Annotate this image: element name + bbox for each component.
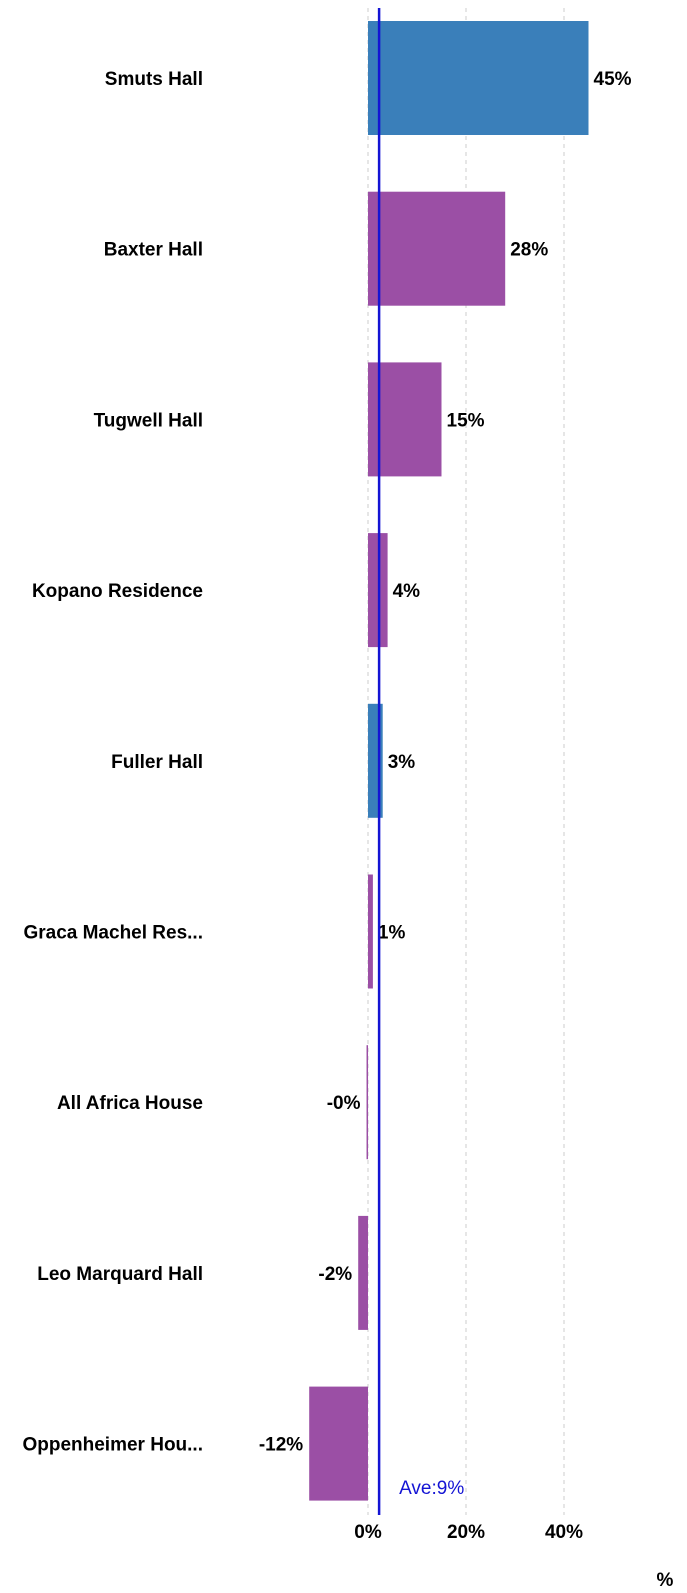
x-axis: 0% 20% 40%%	[354, 1522, 673, 1591]
average-line-group: Ave:9%	[377, 8, 464, 1515]
value-label: -12%	[259, 1435, 303, 1456]
bar	[358, 1215, 368, 1330]
value-label: 4%	[393, 581, 421, 602]
average-label: Ave:9%	[399, 1478, 464, 1499]
bar	[368, 191, 506, 306]
value-label: 3%	[388, 752, 416, 773]
category-label: Smuts Hall	[105, 69, 203, 90]
x-tick-label: 20%	[447, 1522, 485, 1543]
category-label: Baxter Hall	[104, 240, 203, 261]
bar	[368, 703, 383, 818]
value-label: 45%	[594, 69, 632, 90]
bars	[309, 21, 589, 1501]
bar	[368, 874, 373, 989]
bar	[368, 533, 388, 648]
category-label: Kopano Residence	[32, 581, 203, 602]
value-label: -0%	[327, 1093, 361, 1114]
labels: Smuts Hall 45% Baxter Hall 28% Tugwell Hall 1…	[22, 69, 631, 1456]
category-label: All Africa House	[57, 1093, 203, 1114]
bar	[368, 21, 589, 135]
value-label: -2%	[318, 1264, 352, 1285]
x-axis-unit-label: %	[657, 1570, 674, 1591]
value-label: 28%	[510, 240, 548, 261]
bar	[366, 1045, 369, 1160]
x-tick-label: 0%	[354, 1522, 382, 1543]
category-label: Fuller Hall	[111, 752, 203, 773]
category-label: Leo Marquard Hall	[37, 1264, 203, 1285]
value-label: 1%	[378, 923, 406, 944]
category-label: Graca Machel Res...	[23, 923, 203, 944]
category-label: Tugwell Hall	[94, 410, 203, 431]
value-label: 15%	[447, 410, 485, 431]
category-label: Oppenheimer Hou...	[22, 1435, 203, 1456]
x-tick-label: 40%	[545, 1522, 583, 1543]
bar	[309, 1386, 368, 1501]
